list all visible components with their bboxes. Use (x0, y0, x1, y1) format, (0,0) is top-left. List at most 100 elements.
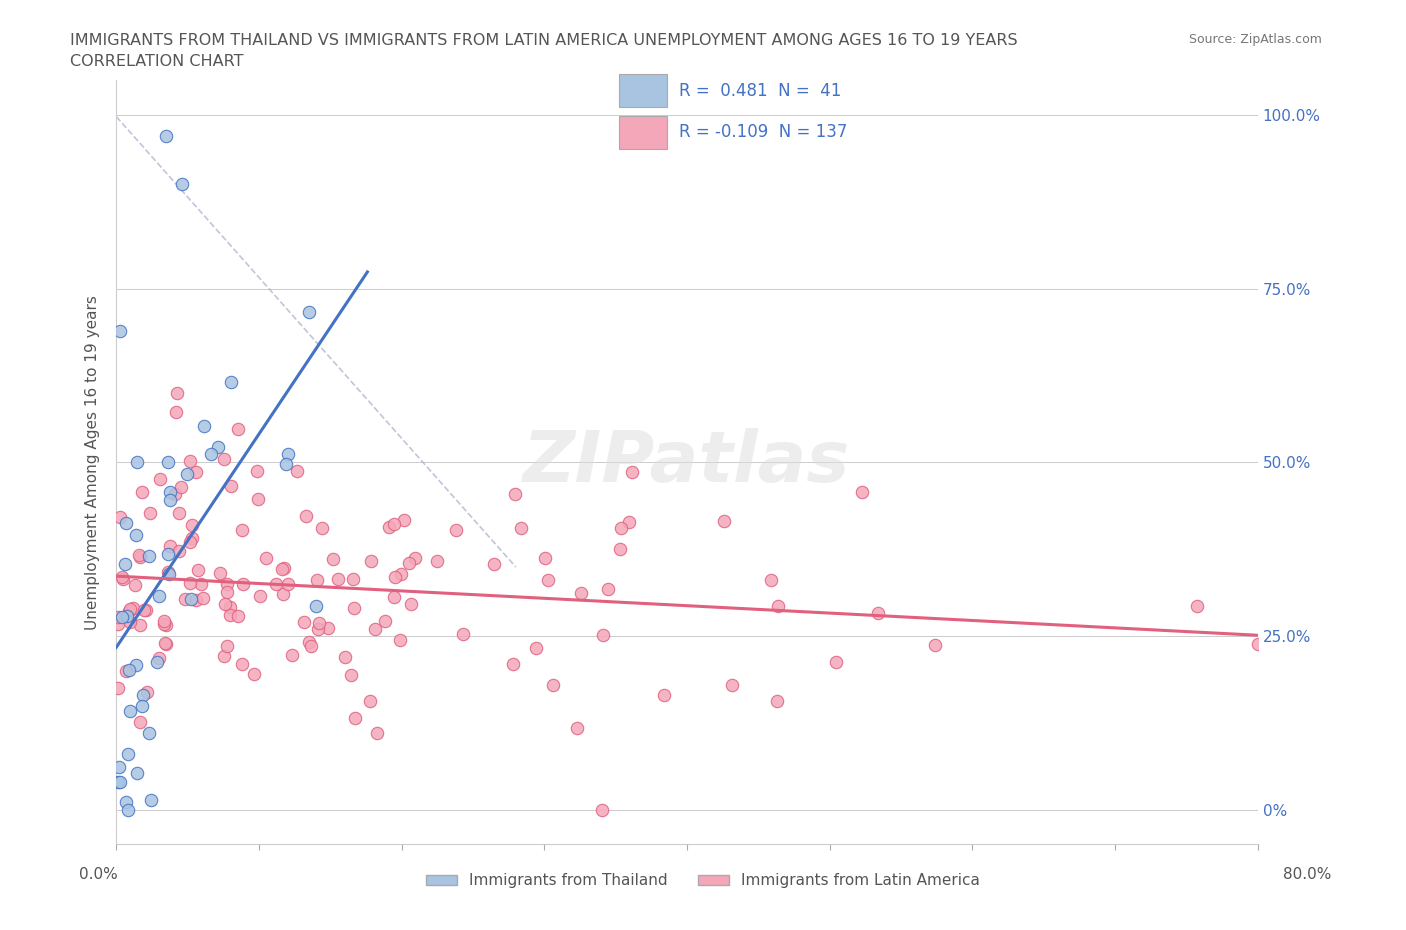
Text: Source: ZipAtlas.com: Source: ZipAtlas.com (1188, 33, 1322, 46)
Point (305, 598, 328, 613)
Point (389, 566, 412, 581)
Point (156, 454, 179, 469)
Point (128, 548, 150, 563)
Point (342, 571, 364, 586)
Point (569, 586, 592, 601)
Point (125, 765, 148, 780)
Point (388, 633, 411, 648)
Point (179, 454, 201, 469)
Point (524, 640, 547, 655)
Point (125, 455, 148, 470)
Point (159, 492, 181, 507)
Point (307, 621, 329, 636)
Point (122, 601, 145, 616)
Point (155, 636, 177, 651)
Point (308, 616, 330, 631)
Point (209, 566, 232, 581)
Point (231, 523, 253, 538)
Point (277, 577, 299, 591)
Point (217, 577, 239, 591)
Point (114, 557, 136, 572)
Point (591, 803, 613, 817)
Point (157, 566, 180, 581)
Point (298, 634, 321, 649)
Point (118, 662, 141, 677)
Point (398, 555, 420, 570)
Point (132, 603, 155, 618)
Point (118, 615, 141, 630)
Point (617, 514, 640, 529)
Text: ZIPatlas: ZIPatlas (523, 428, 851, 497)
Point (1185, 599, 1208, 614)
Point (110, 569, 132, 584)
Point (502, 657, 524, 671)
Point (610, 521, 633, 536)
Point (766, 693, 789, 708)
Point (866, 605, 889, 620)
Point (359, 694, 381, 709)
Point (181, 518, 204, 533)
Point (117, 803, 139, 817)
Point (598, 581, 620, 596)
Point (326, 572, 349, 587)
Point (285, 463, 308, 478)
Point (131, 485, 153, 499)
Point (214, 597, 236, 612)
Point (179, 576, 201, 591)
Point (159, 485, 181, 499)
Point (111, 610, 134, 625)
Point (228, 421, 250, 436)
Point (652, 688, 675, 703)
Point (129, 714, 152, 729)
Point (274, 457, 297, 472)
Point (713, 513, 735, 528)
Point (295, 509, 318, 524)
Point (218, 607, 240, 622)
Point (128, 618, 150, 632)
Point (146, 655, 169, 670)
Point (165, 405, 187, 420)
Point (157, 547, 180, 562)
Point (394, 512, 416, 527)
Text: R =  0.481  N =  41: R = 0.481 N = 41 (679, 82, 841, 100)
Point (292, 615, 315, 630)
Point (484, 556, 506, 571)
Text: 80.0%: 80.0% (1284, 867, 1331, 882)
Text: 0.0%: 0.0% (79, 867, 118, 882)
Point (621, 465, 644, 480)
Point (190, 577, 212, 591)
Point (311, 521, 333, 536)
Point (167, 505, 190, 520)
Point (384, 569, 406, 584)
Point (152, 614, 174, 629)
Point (609, 541, 631, 556)
Point (153, 617, 176, 631)
Point (249, 589, 271, 604)
Point (382, 590, 405, 604)
Point (187, 563, 209, 578)
Point (115, 608, 138, 623)
Point (277, 446, 299, 461)
Text: IMMIGRANTS FROM THAILAND VS IMMIGRANTS FROM LATIN AMERICA UNEMPLOYMENT AMONG AGE: IMMIGRANTS FROM THAILAND VS IMMIGRANTS F… (70, 33, 1018, 47)
Point (363, 621, 385, 636)
Y-axis label: Unemployment Among Ages 16 to 19 years: Unemployment Among Ages 16 to 19 years (86, 295, 100, 630)
Point (107, 681, 129, 696)
Point (264, 577, 287, 591)
Legend: Immigrants from Thailand, Immigrants from Latin America: Immigrants from Thailand, Immigrants fro… (420, 868, 986, 895)
Point (108, 760, 131, 775)
Point (155, 635, 177, 650)
Point (181, 530, 204, 545)
Point (247, 491, 270, 506)
Point (107, 609, 129, 624)
Point (212, 649, 235, 664)
Point (592, 627, 614, 642)
Point (186, 592, 208, 607)
Point (200, 446, 222, 461)
Point (124, 578, 146, 592)
Bar (620, 116, 666, 149)
Point (117, 747, 139, 762)
Point (219, 479, 242, 494)
Point (107, 775, 129, 790)
Point (851, 485, 873, 499)
Point (148, 589, 170, 604)
